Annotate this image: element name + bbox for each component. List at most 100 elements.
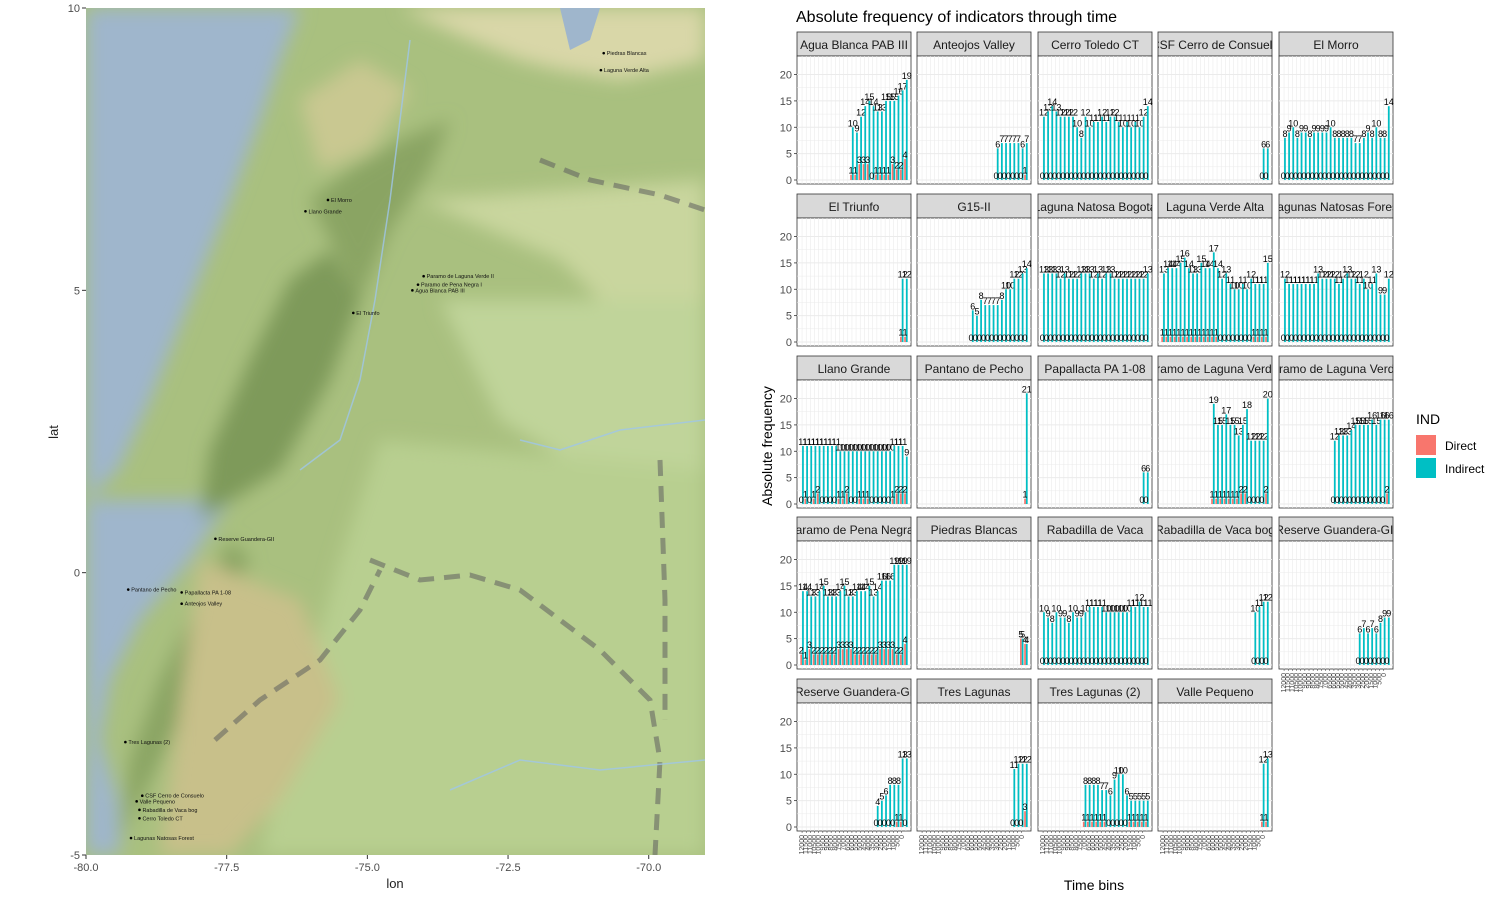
bar-indirect [897,564,900,665]
data-label-direct: 1 [1160,328,1165,338]
bar-indirect [1288,284,1290,342]
data-label-direct: 0 [1380,171,1385,181]
data-label-direct: 0 [1360,171,1365,181]
data-label-indirect: 12 [898,270,908,280]
facet-plot-area [1037,702,1153,832]
data-label-indirect: 14 [1200,259,1210,269]
facet-title: Paramo de Laguna Verde I [1264,362,1407,376]
data-label-direct: 1 [1144,813,1149,823]
bar-indirect [881,451,883,504]
data-label-direct: 0 [1306,333,1311,343]
bar-indirect [1313,284,1315,342]
bar-indirect [1092,278,1095,342]
x-tick-label: 0 [1019,835,1026,839]
x-tick-label: 11500 [1044,835,1051,854]
data-label-indirect: 13 [1039,264,1049,274]
data-label-direct: 0 [1297,171,1302,181]
data-label-indirect: 12 [1250,432,1260,442]
data-label-indirect: 14 [1047,97,1057,107]
bar-direct [1252,336,1255,342]
data-label-indirect: 12 [1330,270,1340,280]
bar-indirect [1309,284,1311,342]
data-label-indirect: 13 [1192,264,1202,274]
data-label-direct: 0 [1368,171,1373,181]
bar-indirect [847,596,850,665]
bar-indirect [1113,116,1116,180]
data-label-indirect: 13 [1263,749,1273,759]
bar-indirect [1233,424,1236,504]
site-marker [124,740,127,744]
data-label-indirect: 10 [835,442,845,452]
x-tick-label: 2000 [1123,835,1130,851]
data-label-indirect: 9 [1382,286,1387,296]
data-label-direct: 0 [1355,171,1360,181]
bar-indirect [901,446,904,504]
bar-indirect [1354,424,1357,504]
data-label-indirect: 7 [1353,134,1358,144]
data-label-indirect: 13 [823,587,833,597]
data-label-direct: 0 [1331,333,1336,343]
data-label-direct: 0 [903,818,908,828]
facet-title: Reserve Guandera-GII [1275,523,1396,537]
data-label-direct: 0 [1372,171,1377,181]
bar-indirect [1221,424,1223,504]
bar-indirect [1126,795,1128,827]
data-label-indirect: 11 [1089,113,1098,123]
facet-title: Valle Pequeno [1176,685,1254,699]
data-label-indirect: 12 [1105,108,1115,118]
data-label-direct: 0 [977,333,982,343]
x-tick-label: 5000 [1339,673,1346,689]
facet-panel: Tres Lagunas0110120123121200011500110001… [916,678,1032,854]
facet-panel: El Morro 0 8 0 9 0 10 0 8 0 9 0 9 0 8 0 9 0 9 0 9 0 9 0 10 0 8 0 8 0 8… [1278,31,1394,185]
data-label-direct: 0 [1014,333,1019,343]
data-label-indirect: 11 [823,437,832,447]
site-label: Piedras Blancas [607,51,647,57]
x-tick-label: 5500 [1335,673,1342,689]
data-label-indirect: 11 [1093,113,1102,123]
site-label: Anteojos Valley [185,602,223,608]
data-label-direct: 2 [857,645,862,655]
data-label-direct: 0 [1114,171,1119,181]
bar-indirect [1258,284,1261,342]
data-label-indirect: 12 [1097,270,1107,280]
data-label-direct: 0 [1351,333,1356,343]
data-label-direct: 0 [1355,333,1360,343]
facet-title: G15-II [957,200,990,214]
bar-indirect [1055,273,1058,342]
data-label-direct: 0 [1010,171,1015,181]
data-label-indirect: 13 [1018,264,1028,274]
bar-indirect [1204,268,1207,342]
bar-indirect [1009,289,1012,342]
data-label-direct: 0 [1060,171,1065,181]
y-tick-label: 15 [780,258,792,270]
site-marker [180,602,183,606]
x-tick-label: 8000 [1314,673,1321,689]
x-tick-label: 11500 [803,835,810,854]
map-y-tick-label: -5 [70,850,80,862]
bar-direct [800,654,803,665]
data-label-direct: 0 [1380,333,1385,343]
bar-indirect [1387,278,1390,342]
data-label-direct: 0 [1326,171,1331,181]
data-label-direct: 2 [861,645,866,655]
data-label-indirect: 9 [1324,124,1329,134]
data-label-direct: 2 [815,645,820,655]
data-label-direct: 1 [1090,813,1095,823]
data-label-indirect: 14 [1384,97,1394,107]
data-label-direct: 0 [1114,818,1119,828]
x-tick-label: 3000 [1235,835,1242,851]
data-label-direct: 0 [1135,333,1140,343]
data-label-direct: 0 [828,495,833,505]
bar-indirect [851,451,854,504]
x-tick-label: 11500 [923,835,930,854]
site-marker [129,836,133,840]
data-label-indirect: 14 [815,582,825,592]
data-label-direct: 0 [1239,333,1244,343]
bar-indirect [1262,148,1265,180]
bar-direct [837,498,840,504]
x-tick-label: 6000 [1210,835,1217,851]
data-label-indirect: 5 [1137,792,1142,802]
bar-indirect [1068,278,1070,342]
data-label-indirect: 7 [1104,781,1109,791]
bar-direct [866,654,869,665]
